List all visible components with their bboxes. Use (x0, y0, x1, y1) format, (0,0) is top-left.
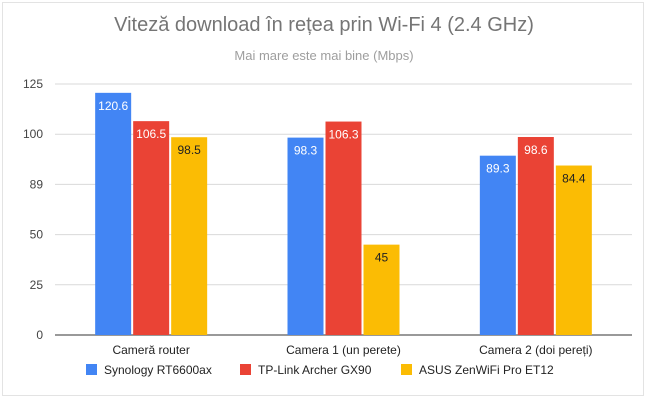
y-tick-label: 0 (36, 328, 43, 342)
legend-swatch (86, 364, 97, 375)
x-category-label: Cameră router (112, 343, 189, 357)
bar (479, 155, 516, 335)
bar (325, 121, 362, 336)
chart-subtitle: Mai mare este mai bine (Mbps) (234, 48, 414, 63)
y-tick-label: 25 (30, 278, 44, 292)
bar (287, 137, 324, 335)
data-label: 98.5 (177, 143, 201, 157)
data-label: 120.6 (98, 99, 128, 113)
data-label: 84.4 (562, 172, 586, 186)
bar (517, 137, 554, 335)
y-tick-label: 50 (30, 228, 44, 242)
data-label: 106.5 (136, 127, 166, 141)
data-label: 45 (375, 251, 389, 265)
bar (133, 121, 170, 335)
legend-label: TP-Link Archer GX90 (258, 363, 372, 377)
chart-frame (2, 2, 644, 396)
data-label: 98.6 (524, 143, 548, 157)
data-label: 98.3 (294, 144, 318, 158)
y-tick-label: 100 (23, 127, 43, 141)
x-category-label: Camera 1 (un perete) (286, 343, 401, 357)
y-tick-label: 125 (23, 77, 43, 91)
legend-swatch (240, 364, 251, 375)
y-tick-label: 89 (30, 177, 44, 191)
chart-title: Viteză download în rețea prin Wi-Fi 4 (2… (114, 14, 534, 36)
bar (171, 137, 208, 335)
x-category-label: Camera 2 (doi pereți) (479, 343, 592, 357)
legend-label: ASUS ZenWiFi Pro ET12 (419, 363, 554, 377)
legend-label: Synology RT6600ax (104, 363, 212, 377)
bar (555, 165, 592, 335)
bar (363, 244, 400, 335)
legend-swatch (401, 364, 412, 375)
data-label: 106.3 (328, 128, 358, 142)
bar (95, 92, 132, 335)
data-label: 89.3 (486, 162, 510, 176)
